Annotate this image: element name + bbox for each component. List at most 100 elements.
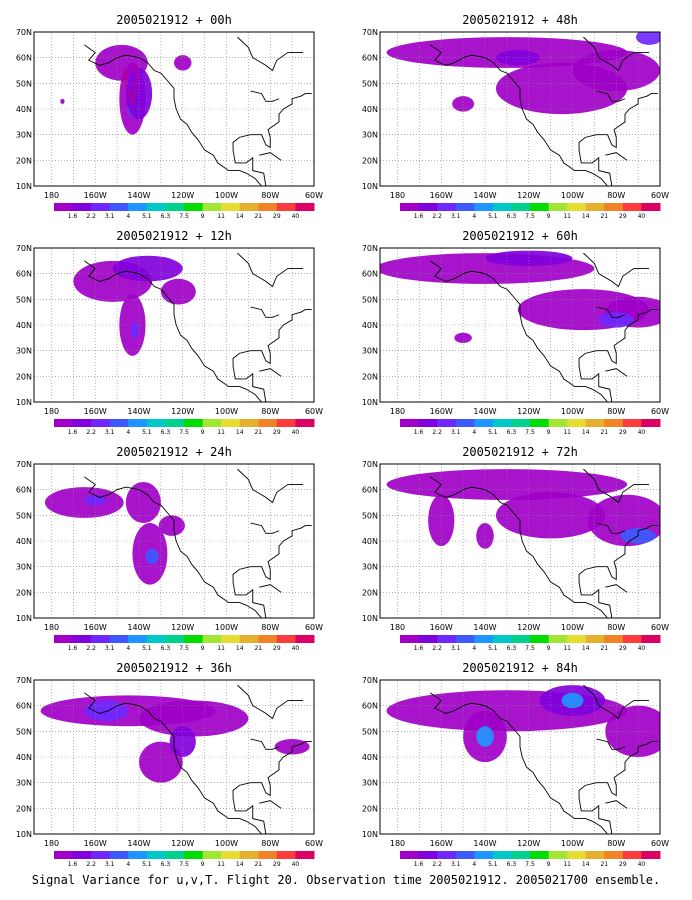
colorbar-swatch [221,203,241,211]
lat-label: 60N [16,54,32,63]
colorbar-swatch [400,635,420,643]
colorbar-label: 9 [547,645,551,652]
coastline [259,584,282,593]
colorbar-label: 2.2 [86,213,96,220]
variance-contour [476,523,494,549]
colorbar-swatch [239,203,259,211]
coastline [578,741,658,834]
variance-contour [160,278,196,305]
colorbar-label: 4 [126,429,130,436]
lat-label: 30N [362,131,378,140]
lon-label: 180 [390,839,405,848]
colorbar-label: 5.1 [142,861,152,868]
colorbar-swatch [276,419,296,427]
variance-contour [112,255,183,282]
coastline [596,738,626,750]
coastline [250,522,280,534]
colorbar-swatch [418,851,438,859]
colorbar-label: 21 [600,861,608,868]
colorbar-swatch [530,419,550,427]
map-frame [379,247,661,403]
colorbar-swatch [567,203,587,211]
colorbar-label: 9 [547,213,551,220]
colorbar-label: 40 [638,213,646,220]
map-frame [379,31,661,187]
lon-label: 180 [390,191,405,200]
colorbar-label: 7.5 [179,861,189,868]
coastline [605,584,628,593]
colorbar-label: 14 [582,861,590,868]
coastline [430,692,608,834]
lat-label: 50N [362,511,378,520]
colorbar-label: 5.1 [488,429,498,436]
map-frame [33,679,315,835]
lon-label: 100W [215,839,238,848]
colorbar-label: 2.2 [86,429,96,436]
colorbar-label: 14 [236,861,244,868]
lon-label: 80W [607,839,625,848]
variance-contour [145,548,159,565]
lat-label: 20N [16,372,32,381]
lat-label: 30N [362,563,378,572]
coastline [430,476,608,618]
map-area [380,32,660,186]
colorbar-swatch [295,851,315,859]
colorbar-label: 14 [582,213,590,220]
colorbar-swatch [109,203,129,211]
colorbar-swatch [109,851,129,859]
colorbar-label: 7.5 [525,861,535,868]
lat-label: 40N [362,537,378,546]
lat-label: 50N [16,79,32,88]
colorbar-swatch [295,419,315,427]
lon-label: 160W [430,839,453,848]
colorbar-label: 14 [582,429,590,436]
colorbar-swatch [604,419,624,427]
colorbar-label: 11 [217,645,225,652]
colorbar-swatch [492,203,512,211]
colorbar-swatch [530,203,550,211]
colorbar-swatch [548,851,568,859]
variance-contour [598,312,634,328]
map-frame [33,463,315,619]
lon-label: 140W [127,191,150,200]
variance-contour [635,32,660,45]
lat-label: 10N [16,182,32,191]
coastline [605,800,628,809]
lat-label: 10N [16,614,32,623]
colorbar-label: 40 [638,429,646,436]
lat-label: 50N [16,727,32,736]
lat-label: 60N [16,702,32,711]
colorbar-label: 29 [273,645,281,652]
colorbar-label: 7.5 [525,429,535,436]
colorbar-label: 2.2 [432,861,442,868]
colorbar-label: 3.1 [451,213,461,220]
colorbar-label: 40 [638,645,646,652]
panel-title: 2005021912 + 00h [116,13,232,27]
colorbar-label: 9 [201,645,205,652]
lon-label: 180 [390,407,405,416]
colorbar-swatch [165,419,185,427]
coastline [605,152,628,161]
colorbar-swatch [585,419,605,427]
colorbar-swatch [276,203,296,211]
lon-label: 160W [84,407,107,416]
colorbar-swatch [530,635,550,643]
colorbar-label: 40 [292,213,300,220]
colorbar-swatch [165,203,185,211]
colorbar-label: 21 [600,429,608,436]
lat-label: 30N [16,563,32,572]
colorbar-swatch [437,203,457,211]
lat-label: 20N [362,156,378,165]
map-frame [33,31,315,187]
colorbar-label: 21 [600,645,608,652]
variance-contour [386,469,628,500]
coastline [232,525,312,618]
colorbar-swatch [511,851,531,859]
coastline [596,306,626,318]
lat-label: 70N [16,676,32,685]
map-area [34,32,314,186]
map-area [380,680,660,834]
colorbar-swatch [418,203,438,211]
colorbar-label: 4 [126,645,130,652]
lon-label: 80W [607,407,625,416]
